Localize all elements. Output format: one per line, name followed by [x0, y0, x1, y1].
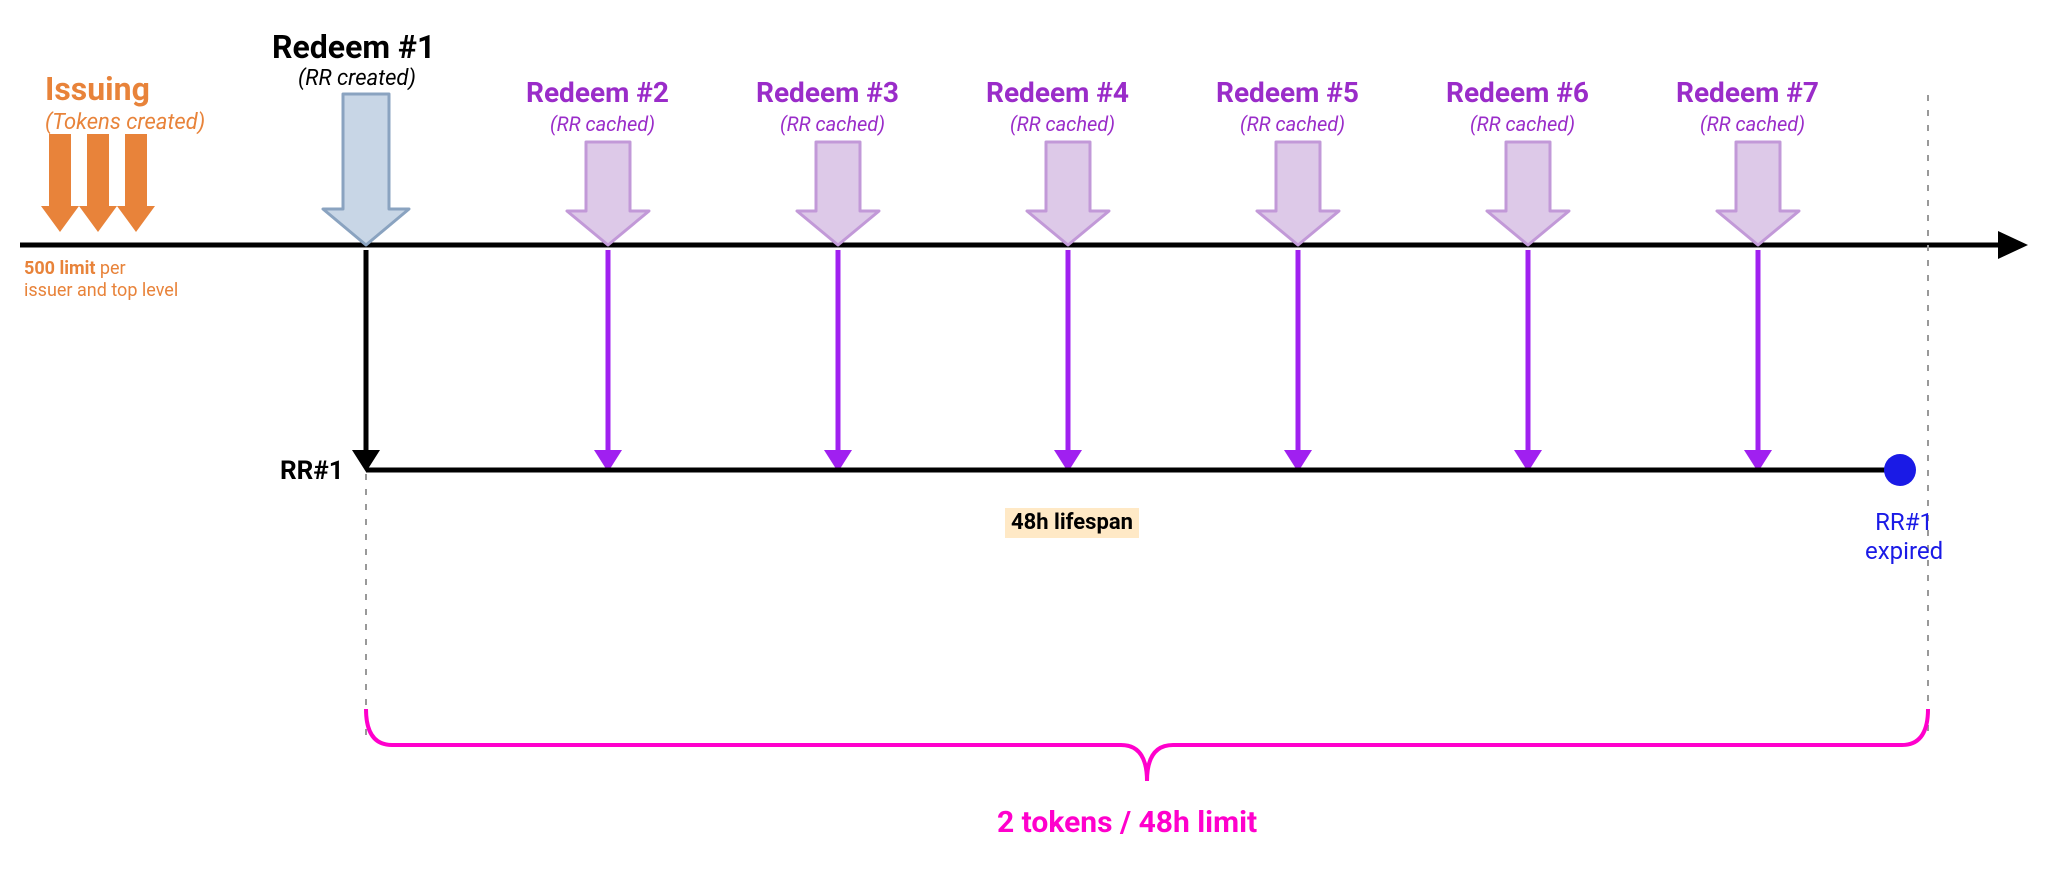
redeem6-drop-arrow: [1514, 250, 1542, 472]
redeem4-fat-arrow: [1027, 142, 1109, 245]
issuing-arrow-1: [41, 134, 79, 232]
issuing-subtitle: (Tokens created): [45, 110, 205, 136]
redeem7-title: Redeem #7: [1676, 76, 1819, 110]
rr1-drop-arrow: [352, 250, 380, 472]
redeem6-title: Redeem #6: [1446, 76, 1589, 110]
rr1-label: RR#1: [280, 456, 344, 487]
redeem4-title: Redeem #4: [986, 76, 1129, 110]
redeem5-fat-arrow: [1257, 142, 1339, 245]
redeem2-subtitle: (RR cached): [550, 112, 655, 136]
redeem6-fat-arrow: [1487, 142, 1569, 245]
redeem2-fat-arrow: [567, 142, 649, 245]
redeem3-drop-arrow: [824, 250, 852, 472]
issuing-arrow-2: [79, 134, 117, 232]
redeem2-drop-arrow: [594, 250, 622, 472]
bottom-limit-label: 2 tokens / 48h limit: [997, 805, 1257, 841]
issuing-title: Issuing: [45, 70, 150, 108]
redeem3-title: Redeem #3: [756, 76, 899, 110]
brace-right: [1147, 709, 1928, 781]
redeem3-fat-arrow: [797, 142, 879, 245]
redeem4-subtitle: (RR cached): [1010, 112, 1115, 136]
redeem3-subtitle: (RR cached): [780, 112, 885, 136]
brace-left: [366, 709, 1147, 781]
rr1-expired-dot: [1884, 454, 1916, 486]
redeem5-drop-arrow: [1284, 250, 1312, 472]
redeem5-subtitle: (RR cached): [1240, 112, 1345, 136]
redeem1-subtitle: (RR created): [298, 66, 416, 92]
issuing-footnote: 500 limit perissuer and top level: [24, 258, 178, 301]
redeem1-title: Redeem #1: [272, 28, 435, 66]
redeem7-subtitle: (RR cached): [1700, 112, 1805, 136]
redeem7-drop-arrow: [1744, 250, 1772, 472]
lifespan-label: 48h lifespan: [1005, 508, 1139, 538]
redeem1-fat-arrow: [323, 94, 409, 245]
issuing-arrow-3: [117, 134, 155, 232]
redeem5-title: Redeem #5: [1216, 76, 1359, 110]
redeem4-drop-arrow: [1054, 250, 1082, 472]
rr1-expired-label: RR#1expired: [1865, 508, 1943, 566]
redeem6-subtitle: (RR cached): [1470, 112, 1575, 136]
redeem7-fat-arrow: [1717, 142, 1799, 245]
redeem2-title: Redeem #2: [526, 76, 669, 110]
